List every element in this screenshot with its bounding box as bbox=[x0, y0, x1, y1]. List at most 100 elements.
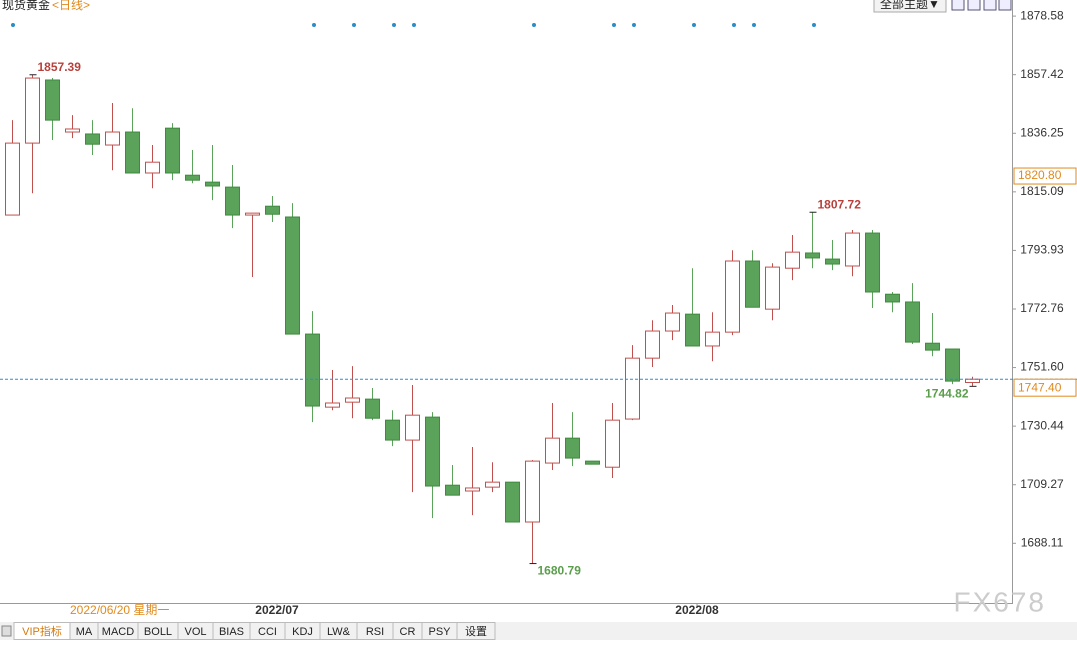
last-price-box bbox=[1013, 378, 1077, 397]
candle-body bbox=[265, 205, 280, 215]
x-tick-label: 2022/08 bbox=[675, 603, 719, 617]
indicator-tab-label[interactable]: KDJ bbox=[292, 626, 313, 638]
indicator-tabs: VIP指标 MA MACD BOLL VOL BIAS CCI KDJ LW& RSI CR PSY 设… bbox=[1, 622, 496, 640]
candle-body bbox=[925, 342, 940, 351]
indicator-tab-label[interactable]: LW& bbox=[327, 626, 351, 638]
candle-body bbox=[545, 437, 560, 464]
last-price-label: 1747.40 bbox=[1018, 380, 1062, 394]
candle-body bbox=[565, 437, 580, 459]
icon-button[interactable] bbox=[967, 0, 981, 11]
candle-body bbox=[405, 414, 420, 441]
candle-body bbox=[445, 484, 460, 496]
event-dot[interactable] bbox=[732, 23, 736, 27]
icon-button[interactable] bbox=[951, 0, 965, 11]
theme-menu-box[interactable] bbox=[873, 0, 947, 13]
candle-body bbox=[345, 397, 360, 403]
tab-icon bbox=[1, 625, 12, 637]
candle-body bbox=[765, 266, 780, 310]
candle-body bbox=[425, 416, 440, 487]
x-tick-label: 2022/07 bbox=[255, 603, 299, 617]
event-markers bbox=[11, 23, 816, 27]
candle-body bbox=[245, 212, 260, 216]
candle-body bbox=[305, 333, 320, 407]
candle-body bbox=[185, 174, 200, 181]
candle-body bbox=[685, 313, 700, 347]
event-dot[interactable] bbox=[392, 23, 396, 27]
high-annotation: 1807.72 bbox=[818, 197, 862, 211]
indicator-tab-label[interactable]: PSY bbox=[428, 626, 451, 638]
candle-body bbox=[145, 161, 160, 174]
candle-body bbox=[85, 133, 100, 145]
candle-body bbox=[665, 312, 680, 332]
event-dot[interactable] bbox=[312, 23, 316, 27]
candle-body bbox=[105, 131, 120, 146]
candle-body bbox=[225, 186, 240, 216]
indicator-tab-label[interactable]: VOL bbox=[184, 626, 206, 638]
candle-body bbox=[385, 419, 400, 441]
candle-body bbox=[285, 216, 300, 335]
high-annotation: 1857.39 bbox=[38, 60, 82, 74]
icon-button[interactable] bbox=[998, 0, 1012, 11]
y-tick-label: 1730.44 bbox=[1020, 418, 1064, 432]
indicator-tab-label[interactable]: BOLL bbox=[144, 626, 172, 638]
candle-body bbox=[505, 481, 520, 523]
annotations: 1857.39 1807.72 1680.79 1744.82 bbox=[38, 60, 969, 578]
event-dot[interactable] bbox=[352, 23, 356, 27]
watermark: FX678 bbox=[954, 586, 1047, 617]
toolbar-icons bbox=[951, 0, 1012, 11]
y-tick-label: 1772.76 bbox=[1020, 301, 1064, 315]
low-annotation: 1744.82 bbox=[925, 387, 969, 401]
y-tick-label: 1751.60 bbox=[1020, 360, 1064, 374]
chart-title: 现货黄金 bbox=[2, 0, 50, 12]
candle-body bbox=[945, 348, 960, 382]
candle-body bbox=[465, 487, 480, 492]
event-dot[interactable] bbox=[532, 23, 536, 27]
candle-body bbox=[525, 460, 540, 523]
candle-body bbox=[805, 252, 820, 259]
indicator-tab-label[interactable]: RSI bbox=[366, 626, 384, 638]
candle-body bbox=[25, 77, 40, 144]
event-dot[interactable] bbox=[632, 23, 636, 27]
event-dot[interactable] bbox=[692, 23, 696, 27]
candle-body bbox=[645, 330, 660, 359]
indicator-tab-label[interactable]: 设置 bbox=[465, 625, 487, 638]
icon-button[interactable] bbox=[983, 0, 997, 11]
indicator-tab-label[interactable]: BIAS bbox=[219, 626, 244, 638]
indicator-tab-label[interactable]: MA bbox=[76, 626, 93, 638]
theme-menu[interactable]: 全部主题▼ bbox=[880, 0, 940, 11]
y-tick-label: 1709.27 bbox=[1020, 477, 1064, 491]
period-switch[interactable]: <日线> bbox=[52, 0, 90, 12]
marked-price-box bbox=[1013, 167, 1077, 185]
cursor-date: 2022/06/20 星期一 bbox=[70, 603, 169, 617]
event-dot[interactable] bbox=[812, 23, 816, 27]
event-dot[interactable] bbox=[412, 23, 416, 27]
indicator-tab-label[interactable]: CCI bbox=[258, 626, 277, 638]
candle-body bbox=[785, 251, 800, 269]
candle-body bbox=[585, 460, 600, 465]
candle-body bbox=[745, 260, 760, 308]
event-dot[interactable] bbox=[11, 23, 15, 27]
indicator-tab-label[interactable]: VIP指标 bbox=[22, 624, 62, 638]
indicator-tab-label[interactable]: CR bbox=[400, 626, 416, 638]
candle-body bbox=[5, 142, 20, 216]
candle-body bbox=[625, 357, 640, 420]
candle-body bbox=[325, 402, 340, 408]
candle-body bbox=[65, 128, 80, 133]
candle-body bbox=[605, 419, 620, 468]
candle-body bbox=[885, 293, 900, 303]
y-tick-label: 1793.93 bbox=[1020, 243, 1064, 257]
candle-body bbox=[825, 258, 840, 265]
y-tick-label: 1815.09 bbox=[1020, 184, 1064, 198]
candle-body bbox=[165, 127, 180, 174]
candle-body bbox=[705, 331, 720, 347]
low-annotation: 1680.79 bbox=[538, 564, 582, 578]
candle-body bbox=[905, 301, 920, 343]
event-dot[interactable] bbox=[612, 23, 616, 27]
event-dot[interactable] bbox=[752, 23, 756, 27]
plot-area bbox=[0, 15, 1077, 565]
indicator-tab-label[interactable]: MACD bbox=[102, 626, 134, 638]
candle-body bbox=[45, 79, 60, 121]
